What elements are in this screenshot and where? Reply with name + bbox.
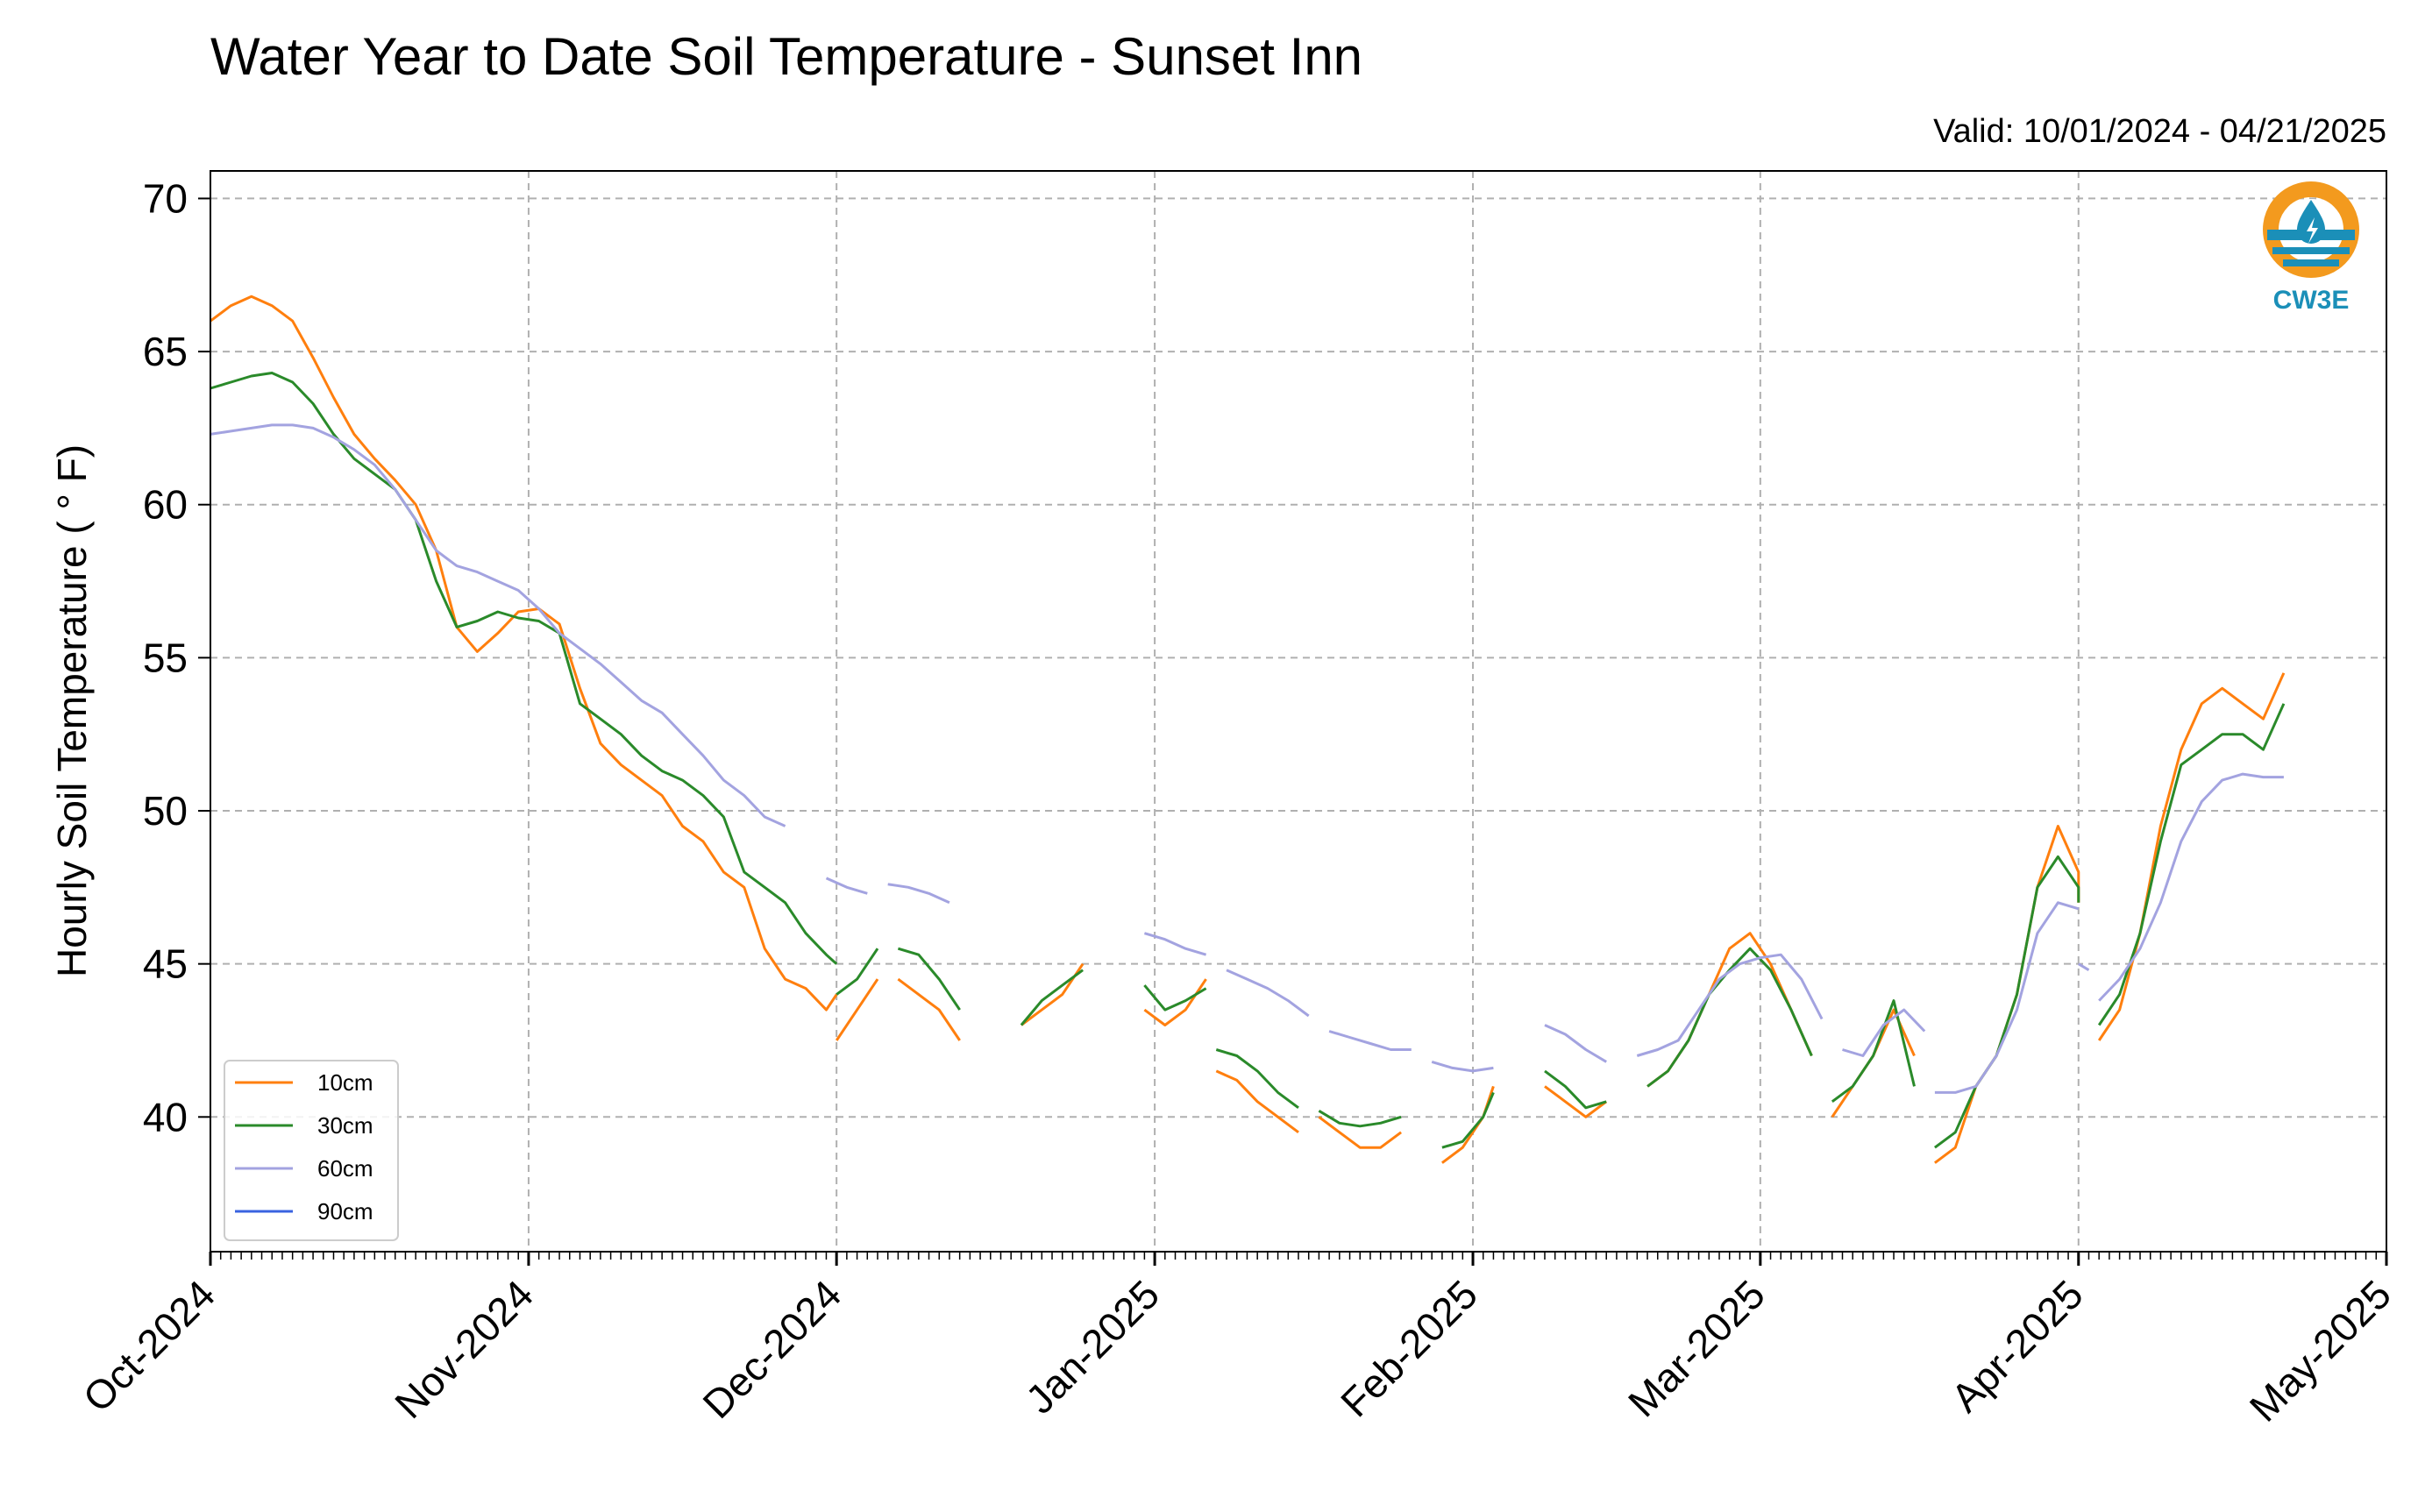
series-line-30cm	[1646, 947, 1813, 1088]
chart-subtitle: Valid: 10/01/2024 - 04/21/2025	[1933, 113, 2386, 150]
legend-label-10cm: 10cm	[317, 1069, 373, 1096]
series-line-10cm	[2097, 672, 2286, 1041]
y-tick-label: 60	[143, 482, 188, 528]
series-line-10cm	[897, 977, 961, 1041]
series-line-10cm	[1318, 1116, 1402, 1149]
x-tick-label: Jan-2025	[1017, 1271, 1168, 1422]
series-line-60cm	[1934, 901, 2080, 1094]
cw3e-logo-text: CW3E	[2273, 286, 2350, 315]
series-60cm	[210, 423, 2284, 1094]
y-tick-label: 40	[143, 1094, 188, 1139]
series-line-30cm	[2097, 703, 2286, 1026]
x-tick-label: Dec-2024	[693, 1271, 850, 1427]
series-line-60cm	[2078, 962, 2090, 971]
series-line-60cm	[2098, 772, 2284, 1002]
series-line-10cm	[1831, 1008, 1916, 1118]
x-tick-label: Apr-2025	[1942, 1271, 2092, 1421]
series-line-10cm	[1215, 1069, 1299, 1134]
series-line-30cm	[897, 947, 961, 1011]
y-axis-label: Hourly Soil Temperature ( ° F)	[49, 444, 95, 977]
series-line-10cm	[1143, 978, 1207, 1026]
series-line-30cm	[1143, 984, 1207, 1012]
series-line-60cm	[825, 877, 868, 895]
x-tick-label: Mar-2025	[1619, 1271, 1774, 1425]
x-tick-label: May-2025	[2241, 1271, 2400, 1430]
y-axis: 40 45 50 55 60 65 70	[143, 175, 210, 1139]
x-axis: Oct-2024 Nov-2024 Dec-2024 Jan-2025 Feb-2025…	[75, 1252, 2400, 1430]
series-line-30cm	[1441, 1091, 1495, 1149]
x-tick-label: Feb-2025	[1332, 1271, 1486, 1425]
y-tick-label: 70	[143, 175, 188, 221]
series-line-10cm	[835, 978, 879, 1041]
cw3e-logo-icon	[2263, 181, 2359, 278]
series-line-30cm	[1831, 999, 1916, 1104]
series-line-60cm	[1842, 1008, 1926, 1057]
series-line-60cm	[210, 423, 786, 827]
plot-frame	[210, 170, 2387, 1253]
y-tick-label: 45	[143, 941, 188, 987]
legend-label-30cm: 30cm	[317, 1112, 373, 1139]
series-line-30cm	[210, 372, 838, 965]
series-line-30cm	[1318, 1110, 1402, 1128]
series-lines	[210, 295, 2286, 1164]
series-line-60cm	[1143, 932, 1207, 956]
grid	[210, 171, 2387, 1252]
series-line-10cm	[1441, 1085, 1495, 1164]
series-line-10cm	[1934, 825, 2080, 1164]
series-line-30cm	[1215, 1048, 1299, 1110]
series-line-30cm	[836, 948, 879, 996]
series-line-60cm	[887, 883, 950, 905]
cw3e-logo: CW3E	[2263, 181, 2359, 315]
series-line-30cm	[1020, 969, 1084, 1026]
series-line-60cm	[1544, 1024, 1607, 1063]
series-line-60cm	[1636, 953, 1824, 1057]
legend: 10cm 30cm 60cm 90cm	[224, 1060, 399, 1241]
series-line-30cm	[1934, 855, 2080, 1149]
legend-label-60cm: 60cm	[317, 1155, 373, 1182]
y-tick-label: 50	[143, 788, 188, 834]
y-tick-label: 55	[143, 635, 188, 680]
y-tick-label: 65	[143, 329, 188, 374]
series-line-30cm	[1544, 1069, 1607, 1110]
chart-title: Water Year to Date Soil Temperature - Su…	[210, 27, 1362, 86]
x-tick-label: Nov-2024	[386, 1271, 542, 1427]
series-line-60cm	[1328, 1030, 1412, 1051]
series-line-60cm	[1226, 969, 1310, 1018]
series-line-10cm	[210, 295, 838, 1012]
series-10cm	[210, 295, 2286, 1164]
legend-box	[224, 1060, 399, 1241]
series-30cm	[210, 372, 2286, 1149]
x-minor-ticks	[210, 1252, 2387, 1260]
series-line-10cm	[1544, 1085, 1608, 1118]
series-line-60cm	[1431, 1060, 1494, 1073]
x-tick-label: Oct-2024	[75, 1271, 224, 1421]
legend-label-90cm: 90cm	[317, 1198, 373, 1225]
